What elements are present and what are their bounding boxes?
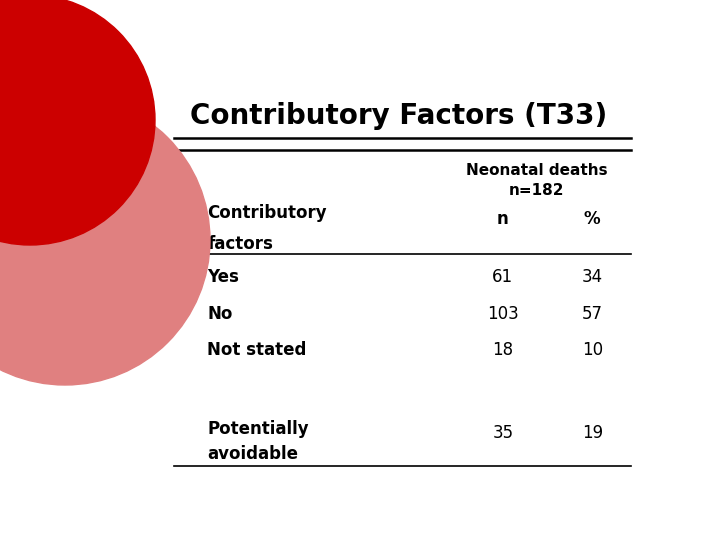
- Text: %: %: [584, 210, 600, 228]
- Text: Contributory: Contributory: [207, 204, 327, 222]
- Text: Yes: Yes: [207, 268, 239, 286]
- Text: n=182: n=182: [508, 183, 564, 198]
- Circle shape: [0, 0, 155, 245]
- Text: Contributory Factors (T33): Contributory Factors (T33): [190, 102, 608, 130]
- Text: Not stated: Not stated: [207, 341, 307, 359]
- Text: 61: 61: [492, 268, 513, 286]
- Text: 103: 103: [487, 305, 519, 323]
- Text: 18: 18: [492, 341, 513, 359]
- Circle shape: [0, 95, 210, 385]
- Text: Neonatal deaths: Neonatal deaths: [466, 163, 607, 178]
- Text: n: n: [497, 210, 509, 228]
- Text: avoidable: avoidable: [207, 446, 298, 463]
- Text: No: No: [207, 305, 233, 323]
- Text: 34: 34: [582, 268, 603, 286]
- Text: 19: 19: [582, 424, 603, 442]
- Text: factors: factors: [207, 235, 273, 253]
- Text: Potentially: Potentially: [207, 420, 309, 438]
- Text: 35: 35: [492, 424, 513, 442]
- Text: 57: 57: [582, 305, 603, 323]
- Text: 10: 10: [582, 341, 603, 359]
